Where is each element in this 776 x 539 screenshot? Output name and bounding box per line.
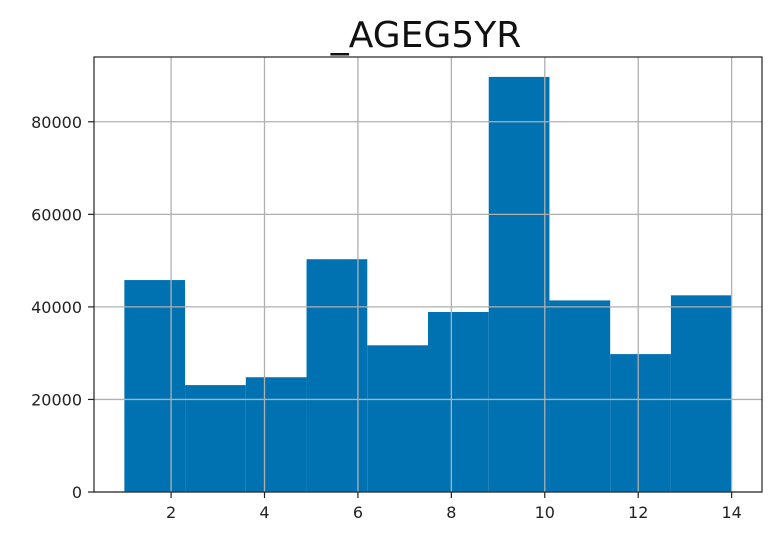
histogram-bar-4 bbox=[306, 259, 368, 492]
x-tick-label-1: 4 bbox=[259, 503, 269, 522]
y-tick-label-3: 60000 bbox=[31, 205, 82, 224]
x-tick-label-2: 6 bbox=[353, 503, 363, 522]
chart-title: _AGEG5YR bbox=[330, 15, 521, 56]
histogram-bar-7 bbox=[488, 76, 550, 493]
plot-area-frame bbox=[93, 56, 763, 493]
histogram-bar-6 bbox=[428, 311, 489, 492]
x-tick-label-5: 12 bbox=[628, 503, 648, 522]
y-tick-label-2: 40000 bbox=[31, 298, 82, 317]
x-tick-label-3: 8 bbox=[446, 503, 456, 522]
histogram-bar-8 bbox=[549, 300, 611, 492]
histogram-bars bbox=[124, 76, 732, 493]
x-tick-label-6: 14 bbox=[721, 503, 741, 522]
histogram-bar-5 bbox=[367, 345, 428, 492]
y-tick-label-1: 20000 bbox=[31, 390, 82, 409]
histogram-bar-10 bbox=[670, 295, 732, 492]
x-tick-label-0: 2 bbox=[166, 503, 176, 522]
y-tick-label-0: 0 bbox=[72, 483, 82, 502]
histogram-bar-1 bbox=[124, 280, 186, 492]
y-axis-ticks: 0 20000 40000 60000 80000 bbox=[31, 113, 94, 502]
x-tick-label-4: 10 bbox=[535, 503, 555, 522]
histogram-bar-3 bbox=[245, 377, 307, 492]
x-axis-ticks: 2 4 6 8 10 12 14 bbox=[166, 492, 742, 522]
histogram-bar-9 bbox=[610, 354, 671, 492]
histogram-bar-2 bbox=[185, 385, 246, 492]
y-tick-label-4: 80000 bbox=[31, 113, 82, 132]
